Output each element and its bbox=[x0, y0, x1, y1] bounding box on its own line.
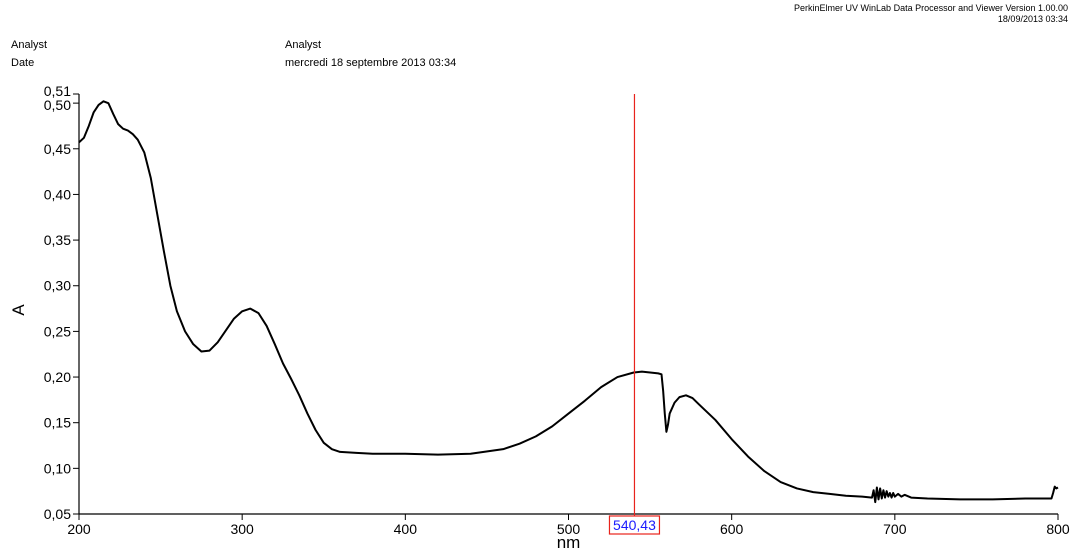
y-tick-label: 0,40 bbox=[44, 186, 71, 202]
spectrum-line bbox=[78, 100, 1059, 504]
y-tick-label: 0,05 bbox=[44, 506, 71, 522]
y-tick-label: 0,51 bbox=[44, 83, 71, 99]
y-tick-label: 0,25 bbox=[44, 323, 71, 339]
x-tick-label: 700 bbox=[883, 521, 907, 537]
x-tick-label: 800 bbox=[1046, 521, 1070, 537]
x-tick-label: 600 bbox=[720, 521, 744, 537]
y-axis-title: A bbox=[9, 304, 28, 316]
y-tick-label: 0,35 bbox=[44, 232, 71, 248]
y-tick-label: 0,30 bbox=[44, 278, 71, 294]
analyst-label: Analyst bbox=[11, 39, 48, 51]
x-tick-label: 500 bbox=[557, 521, 581, 537]
cursor-value-label: 540,43 bbox=[613, 517, 656, 533]
y-tick-label: 0,20 bbox=[44, 369, 71, 385]
y-tick-label: 0,15 bbox=[44, 415, 71, 431]
x-tick-label: 300 bbox=[230, 521, 254, 537]
date-value: mercredi 18 septembre 2013 03:34 bbox=[285, 57, 457, 69]
series-layer bbox=[78, 100, 1059, 504]
analyst-value: Analyst bbox=[285, 39, 322, 51]
date-label: Date bbox=[11, 57, 35, 69]
axes bbox=[78, 94, 1058, 515]
y-tick-label: 0,10 bbox=[44, 460, 71, 476]
y-tick-label: 0,45 bbox=[44, 141, 71, 157]
software-version-label: PerkinElmer UV WinLab Data Processor and… bbox=[794, 3, 1068, 13]
ticks: 200 300 400 500 600 700 800 0,05 0,10 0,15 0,20 0,2… bbox=[44, 83, 1070, 537]
cursor-value-box[interactable] bbox=[608, 515, 661, 535]
y-tick-label: 0,50 bbox=[44, 97, 71, 113]
x-tick-label: 400 bbox=[394, 521, 418, 537]
cursor-layer[interactable]: 540,43 bbox=[608, 94, 661, 535]
x-tick-label: 200 bbox=[67, 521, 91, 537]
x-axis-title: nm bbox=[557, 533, 581, 552]
report-timestamp: 18/09/2013 03:34 bbox=[997, 14, 1068, 24]
report-header: PerkinElmer UV WinLab Data Processor and… bbox=[794, 3, 1068, 25]
